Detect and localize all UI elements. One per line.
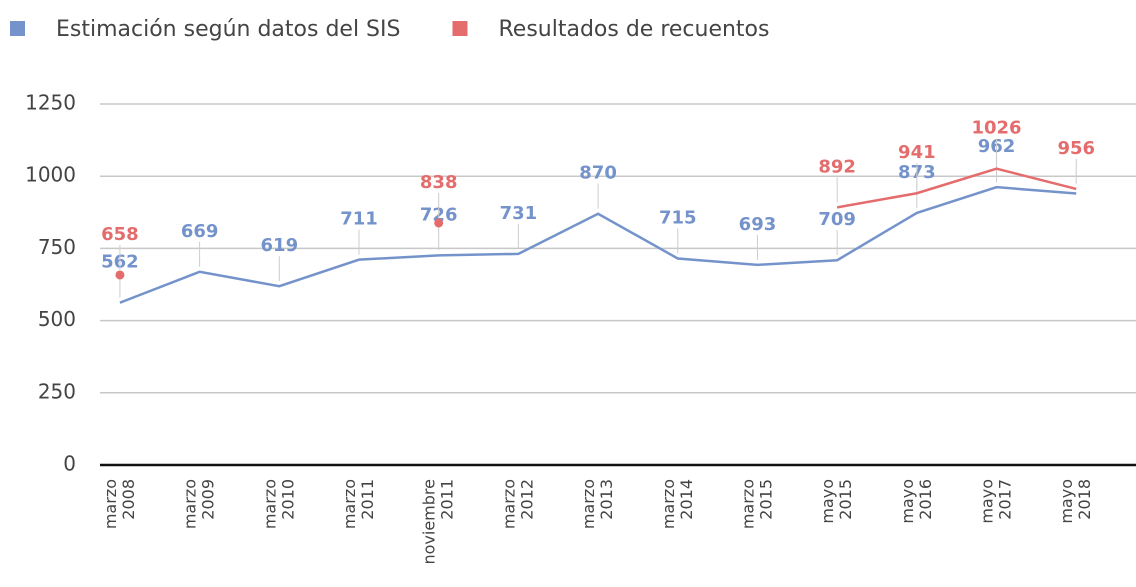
legend-swatch	[452, 21, 468, 36]
y-tick-label: 1000	[25, 163, 76, 187]
x-tick-label: marzo2008	[100, 479, 137, 529]
data-label: 658	[101, 224, 139, 245]
data-label: 709	[818, 209, 856, 230]
y-tick-label: 1250	[25, 91, 76, 115]
y-tick-label: 500	[38, 307, 76, 331]
x-tick-label: mayo2016	[897, 479, 934, 524]
data-label: 956	[1057, 138, 1095, 159]
data-label: 619	[261, 235, 299, 256]
x-tick-label: mayo2017	[977, 479, 1014, 524]
x-tick-label: marzo2009	[180, 479, 217, 529]
y-tick-label: 0	[63, 452, 76, 476]
legend-label: Resultados de recuentos	[498, 17, 769, 42]
data-label: 892	[818, 156, 856, 177]
data-label: 731	[500, 203, 538, 224]
x-tick-label: noviembre2011	[419, 479, 456, 565]
x-tick-label: mayo2018	[1057, 479, 1094, 524]
data-label: 711	[340, 209, 378, 230]
series-dot	[115, 270, 125, 280]
legend-swatch	[10, 21, 25, 36]
x-tick-label: marzo2011	[340, 479, 377, 529]
data-label: 1026	[971, 118, 1021, 139]
data-label: 715	[659, 208, 697, 229]
x-tick-label: marzo2013	[579, 479, 616, 529]
x-tick-label: marzo2014	[658, 479, 695, 529]
x-tick-label: marzo2010	[260, 479, 297, 529]
series-line	[119, 185, 1077, 304]
data-label: 838	[420, 172, 458, 193]
data-label: 870	[579, 163, 617, 184]
data-label: 693	[739, 214, 777, 235]
y-tick-label: 250	[38, 379, 76, 403]
legend-label: Estimación según datos del SIS	[56, 17, 400, 42]
x-tick-label: mayo2015	[818, 479, 855, 524]
series-line	[836, 167, 1077, 209]
x-tick-label: marzo2015	[738, 479, 775, 529]
series-dot	[434, 218, 444, 228]
data-label: 941	[898, 142, 936, 163]
data-label: 669	[181, 221, 219, 242]
y-tick-label: 750	[38, 235, 76, 259]
x-tick-label: marzo2012	[499, 479, 536, 529]
